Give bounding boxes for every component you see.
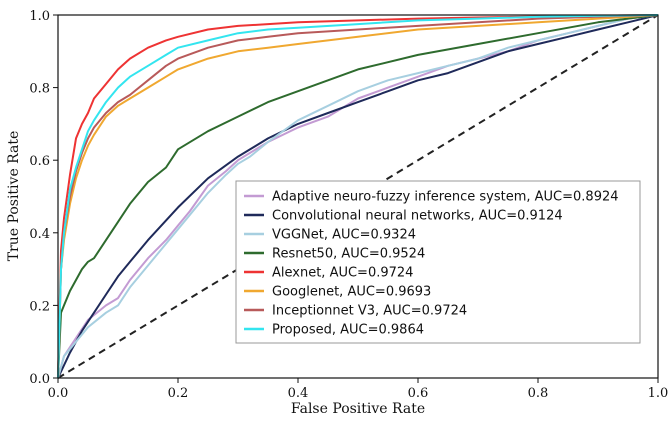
legend-label: Inceptionnet V3, AUC=0.9724 <box>272 304 467 319</box>
x-tick-label: 1.0 <box>648 386 668 401</box>
roc-curve-3 <box>57 14 659 379</box>
x-tick-label: 0.0 <box>48 386 69 401</box>
roc-curve-2 <box>57 14 659 379</box>
legend-label: Alexnet, AUC=0.9724 <box>272 266 413 281</box>
y-axis-title: True Positive Rate <box>6 131 22 262</box>
legend-label: Resnet50, AUC=0.9524 <box>272 247 425 262</box>
y-tick-label: 0.4 <box>29 227 50 242</box>
x-tick-label: 0.4 <box>288 386 309 401</box>
x-tick-label: 0.2 <box>168 386 189 401</box>
x-tick-label: 0.8 <box>528 386 549 401</box>
roc-curve-5 <box>57 14 659 379</box>
x-axis-title: False Positive Rate <box>291 401 425 417</box>
legend-label: Googlenet, AUC=0.9693 <box>272 285 431 300</box>
roc-curve-6 <box>57 14 659 379</box>
roc-curve-8 <box>57 14 659 379</box>
legend-box <box>235 180 641 344</box>
legend-label: Convolutional neural networks, AUC=0.912… <box>272 209 563 224</box>
plot-frame <box>57 14 659 379</box>
roc-curve-4 <box>57 14 659 379</box>
chart-legend: Adaptive neuro-fuzzy inference system, A… <box>235 180 641 344</box>
y-tick-label: 0.8 <box>29 82 50 97</box>
legend-label: Adaptive neuro-fuzzy inference system, A… <box>272 190 619 205</box>
legend-label: Proposed, AUC=0.9864 <box>272 323 424 338</box>
y-tick-label: 1.0 <box>29 9 50 24</box>
y-tick-label: 0.2 <box>29 299 50 314</box>
roc-curve-1 <box>57 14 659 379</box>
y-axis-ticks: 0.0 0.2 0.4 0.6 0.8 1.0 <box>29 9 58 387</box>
y-tick-label: 0.6 <box>29 154 50 169</box>
x-tick-label: 0.6 <box>408 386 429 401</box>
roc-curve-7 <box>57 14 659 379</box>
y-tick-label: 0.0 <box>29 372 50 387</box>
legend-label: VGGNet, AUC=0.9324 <box>272 228 416 243</box>
x-axis-ticks: 0.0 0.2 0.4 0.6 0.8 1.0 <box>48 378 668 401</box>
